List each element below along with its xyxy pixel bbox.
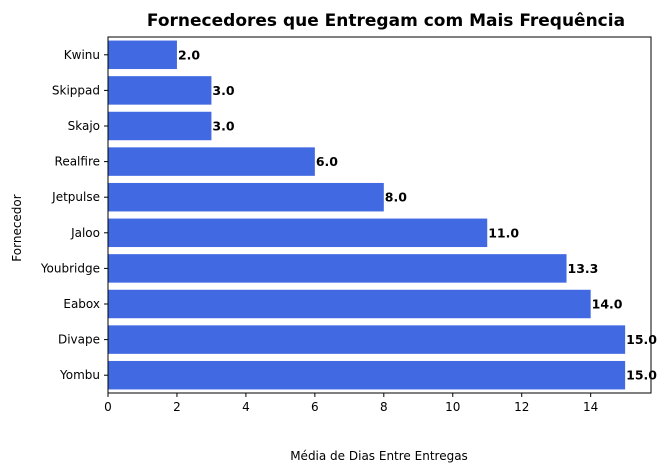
data-label-skajo: 3.0 bbox=[212, 119, 234, 134]
bar-skajo bbox=[108, 111, 212, 141]
bar-realfire bbox=[108, 147, 315, 176]
x-axis-label: Média de Dias Entre Entregas bbox=[290, 449, 468, 463]
x-tick-label: 4 bbox=[242, 400, 250, 414]
y-axis-label: Fornecedor bbox=[10, 194, 24, 261]
bar-jetpulse bbox=[108, 182, 384, 212]
y-tick-label: Yombu bbox=[59, 368, 100, 382]
x-tick-label: 10 bbox=[445, 400, 460, 414]
data-label-yombu: 15.0 bbox=[626, 368, 657, 383]
x-tick-label: 8 bbox=[380, 400, 388, 414]
y-tick-label: Realfire bbox=[55, 155, 100, 169]
y-tick-label: Kwinu bbox=[64, 48, 100, 62]
x-tick-label: 6 bbox=[311, 400, 319, 414]
x-tick-label: 2 bbox=[173, 400, 181, 414]
bar-skippad bbox=[108, 76, 212, 105]
data-label-eabox: 14.0 bbox=[592, 297, 623, 312]
bar-divape bbox=[108, 325, 626, 354]
data-label-youbridge: 13.3 bbox=[568, 261, 599, 276]
y-tick-label: Youbridge bbox=[40, 261, 100, 275]
x-tick-label: 0 bbox=[104, 400, 112, 414]
y-tick-label: Jaloo bbox=[70, 226, 100, 240]
bar-jaloo bbox=[108, 218, 488, 248]
x-tick-label: 14 bbox=[583, 400, 598, 414]
x-tick-label: 12 bbox=[514, 400, 529, 414]
data-label-kwinu: 2.0 bbox=[178, 47, 200, 62]
y-tick-label: Eabox bbox=[63, 297, 100, 311]
y-tick-label: Skippad bbox=[52, 83, 100, 97]
data-label-jetpulse: 8.0 bbox=[385, 190, 407, 205]
y-tick-label: Jetpulse bbox=[51, 190, 100, 204]
chart-title: Fornecedores que Entregam com Mais Frequ… bbox=[147, 11, 625, 31]
bar-eabox bbox=[108, 289, 591, 319]
bar-youbridge bbox=[108, 254, 567, 283]
y-tick-label: Skajo bbox=[68, 119, 100, 133]
data-label-divape: 15.0 bbox=[626, 332, 657, 347]
y-tick-label: Divape bbox=[58, 333, 100, 347]
bar-yombu bbox=[108, 360, 626, 390]
plot-frame bbox=[107, 36, 652, 394]
data-label-jaloo: 11.0 bbox=[488, 225, 519, 240]
plot-area: 2.0 Kwinu 3.0 Skippad 3.0 Skajo 6.0 Realfire 8.0… bbox=[40, 36, 657, 414]
data-label-skippad: 3.0 bbox=[212, 83, 234, 98]
bar-kwinu bbox=[108, 40, 177, 70]
data-label-realfire: 6.0 bbox=[316, 154, 338, 169]
